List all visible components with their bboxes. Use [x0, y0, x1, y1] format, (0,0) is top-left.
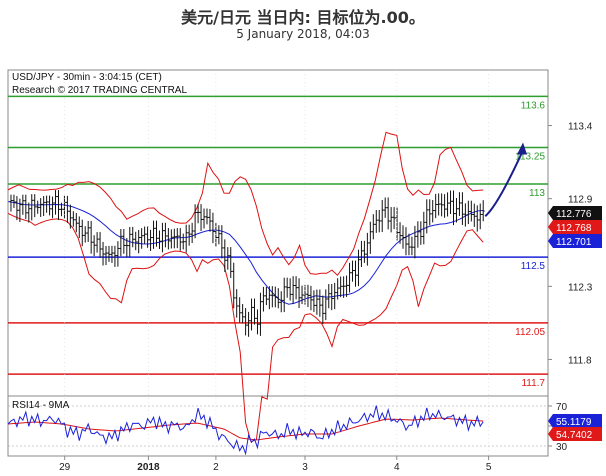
forecast-arrow-head: [517, 142, 527, 155]
time-tick-label: 2018: [137, 462, 160, 473]
price-tag-box: [548, 220, 602, 234]
price-tick-label: 111.8: [568, 355, 592, 366]
rsi-value-tag-box: [548, 427, 602, 441]
main-panel-frame: [7, 69, 549, 397]
time-tick-label: 4: [394, 462, 400, 473]
time-axis-layer: 29 2018 2 3 4 5: [59, 70, 492, 473]
price-tick-label: 112.3: [568, 282, 593, 293]
rsi-ma-line: [7, 417, 484, 441]
price-tag-label: 112.701: [556, 237, 592, 248]
rsi-line: [7, 405, 484, 456]
rsi-tick-label: 70: [556, 402, 568, 413]
bollinger-upper-band: [7, 131, 484, 277]
time-tick-label: 29: [59, 462, 71, 473]
price-tags-layer: 112.776 112.768 112.701: [548, 206, 602, 248]
price-tag-label: 112.776: [556, 209, 592, 220]
rsi-value-tag-label: 54.7402: [556, 430, 593, 441]
bollinger-lower-band: [7, 212, 484, 443]
bollinger-bands-layer: [7, 131, 484, 443]
rsi-tick-label: 30: [556, 442, 568, 453]
page-title: 美元/日元 当日内: 目标位为.00。: [181, 8, 425, 27]
instrument-label: USD/JPY - 30min - 3:04:15 (CET): [12, 72, 162, 83]
forecast-arrow-shaft: [484, 152, 523, 217]
rsi-value-tag-label: 55.1179: [556, 417, 592, 428]
level-label: 112.5: [521, 261, 546, 272]
price-tick-label: 113.4: [568, 122, 593, 133]
price-tick-label: 112.9: [568, 195, 593, 206]
price-tag-label: 112.768: [556, 223, 592, 234]
time-tick-label: 5: [486, 462, 492, 473]
time-tick-label: 2: [213, 462, 219, 473]
level-label: 111.7: [521, 378, 545, 389]
level-label: 113.6: [521, 100, 546, 111]
level-label: 113: [529, 188, 545, 199]
level-label: 113.25: [515, 151, 545, 162]
price-tag-box: [548, 206, 602, 220]
chart-timestamp: 5 January 2018, 04:03: [236, 27, 370, 41]
levels-layer: 113.6 113.25 113 112.5 112.05 111.7: [8, 95, 548, 389]
rsi-value-tag-box: [548, 414, 602, 428]
price-tag-box: [548, 234, 602, 248]
price-axis-layer: 111.8 112.3 112.9 113.4: [548, 122, 593, 366]
forecast-arrow-layer: [484, 142, 527, 217]
time-tick-label: 3: [302, 462, 308, 473]
rsi-label: RSI14 - 9MA: [12, 400, 70, 411]
price-bars-layer: [9, 190, 485, 337]
research-label: Research © 2017 TRADING CENTRAL: [12, 85, 187, 96]
level-label: 112.05: [515, 327, 545, 338]
